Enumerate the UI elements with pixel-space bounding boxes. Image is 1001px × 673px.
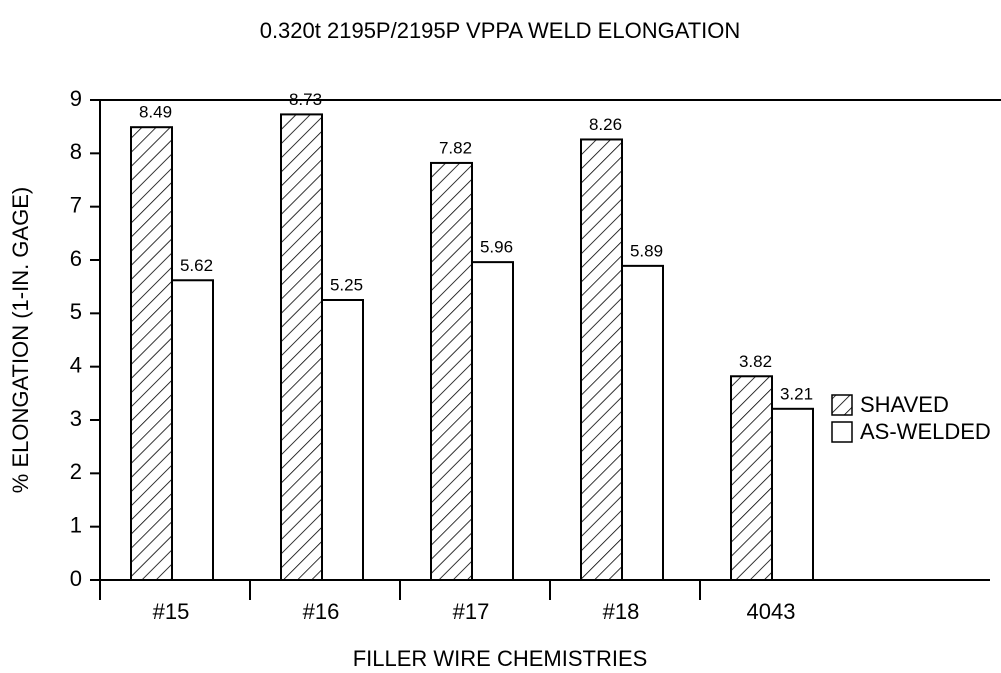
bar: [171, 279, 214, 581]
x-tick-label: #15: [153, 599, 190, 624]
value-label: 8.26: [589, 115, 622, 134]
legend-swatch: [831, 421, 853, 443]
bar: [280, 113, 323, 582]
x-tick-label: #17: [453, 599, 490, 624]
y-tick-label: 5: [70, 299, 82, 324]
y-axis-label: % ELONGATION (1-IN. GAGE): [8, 187, 33, 493]
y-tick-label: 0: [70, 566, 82, 591]
bar: [621, 264, 664, 581]
y-tick-label: 8: [70, 139, 82, 164]
value-label: 5.25: [330, 275, 363, 294]
bar: [321, 299, 364, 581]
value-label: 5.89: [630, 241, 663, 260]
y-tick-label: 1: [70, 512, 82, 537]
value-label: 8.73: [289, 90, 322, 109]
value-label: 3.82: [739, 352, 772, 371]
x-tick-label: 4043: [747, 599, 796, 624]
bar: [730, 375, 773, 581]
y-tick-label: 2: [70, 459, 82, 484]
value-label: 7.82: [439, 138, 472, 157]
bar: [430, 161, 473, 582]
legend-label: AS-WELDED: [860, 419, 991, 444]
x-tick-label: #16: [303, 599, 340, 624]
bar: [580, 138, 623, 581]
x-tick-label: #18: [603, 599, 640, 624]
bar: [771, 407, 814, 581]
x-axis-label: FILLER WIRE CHEMISTRIES: [353, 646, 648, 671]
legend-swatch: [831, 394, 853, 416]
y-tick-label: 3: [70, 406, 82, 431]
value-label: 5.62: [180, 256, 213, 275]
legend-label: SHAVED: [860, 392, 949, 417]
y-tick-label: 6: [70, 246, 82, 271]
bar: [471, 261, 514, 581]
value-label: 5.96: [480, 238, 513, 257]
bar: [130, 126, 173, 581]
value-label: 8.49: [139, 103, 172, 122]
y-tick-label: 4: [70, 352, 82, 377]
value-label: 3.21: [780, 384, 813, 403]
y-tick-label: 9: [70, 86, 82, 111]
y-tick-label: 7: [70, 192, 82, 217]
chart-title: 0.320t 2195P/2195P VPPA WELD ELONGATION: [260, 18, 741, 43]
